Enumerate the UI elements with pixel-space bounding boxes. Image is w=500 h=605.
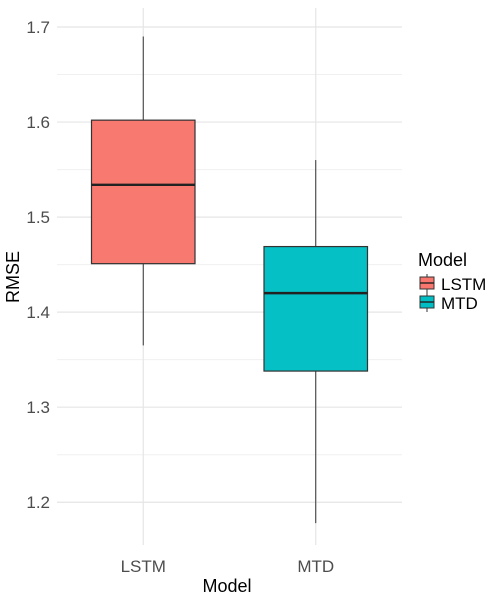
x-axis-ticks: LSTM MTD bbox=[121, 557, 335, 576]
x-tick-label: LSTM bbox=[121, 557, 166, 576]
legend-title: Model bbox=[418, 250, 467, 270]
legend-item-mtd: MTD bbox=[419, 293, 478, 313]
x-axis-title: Model bbox=[202, 576, 251, 596]
legend-item-lstm: LSTM bbox=[419, 274, 486, 294]
y-axis-ticks: 1.2 1.3 1.4 1.5 1.6 1.7 bbox=[26, 18, 50, 512]
legend-label: LSTM bbox=[441, 275, 486, 294]
legend-label: MTD bbox=[441, 294, 478, 313]
y-tick-label: 1.7 bbox=[26, 18, 50, 37]
box-iqr bbox=[263, 245, 369, 372]
y-tick-label: 1.6 bbox=[26, 113, 50, 132]
x-tick-label: MTD bbox=[297, 557, 334, 576]
box-iqr bbox=[90, 119, 196, 265]
y-axis-title: RMSE bbox=[3, 251, 23, 303]
y-tick-label: 1.5 bbox=[26, 208, 50, 227]
box-lstm bbox=[90, 36, 196, 346]
y-tick-label: 1.4 bbox=[26, 303, 50, 322]
y-tick-label: 1.2 bbox=[26, 493, 50, 512]
box-mtd bbox=[263, 160, 369, 524]
y-tick-label: 1.3 bbox=[26, 398, 50, 417]
box-plots bbox=[90, 36, 369, 524]
